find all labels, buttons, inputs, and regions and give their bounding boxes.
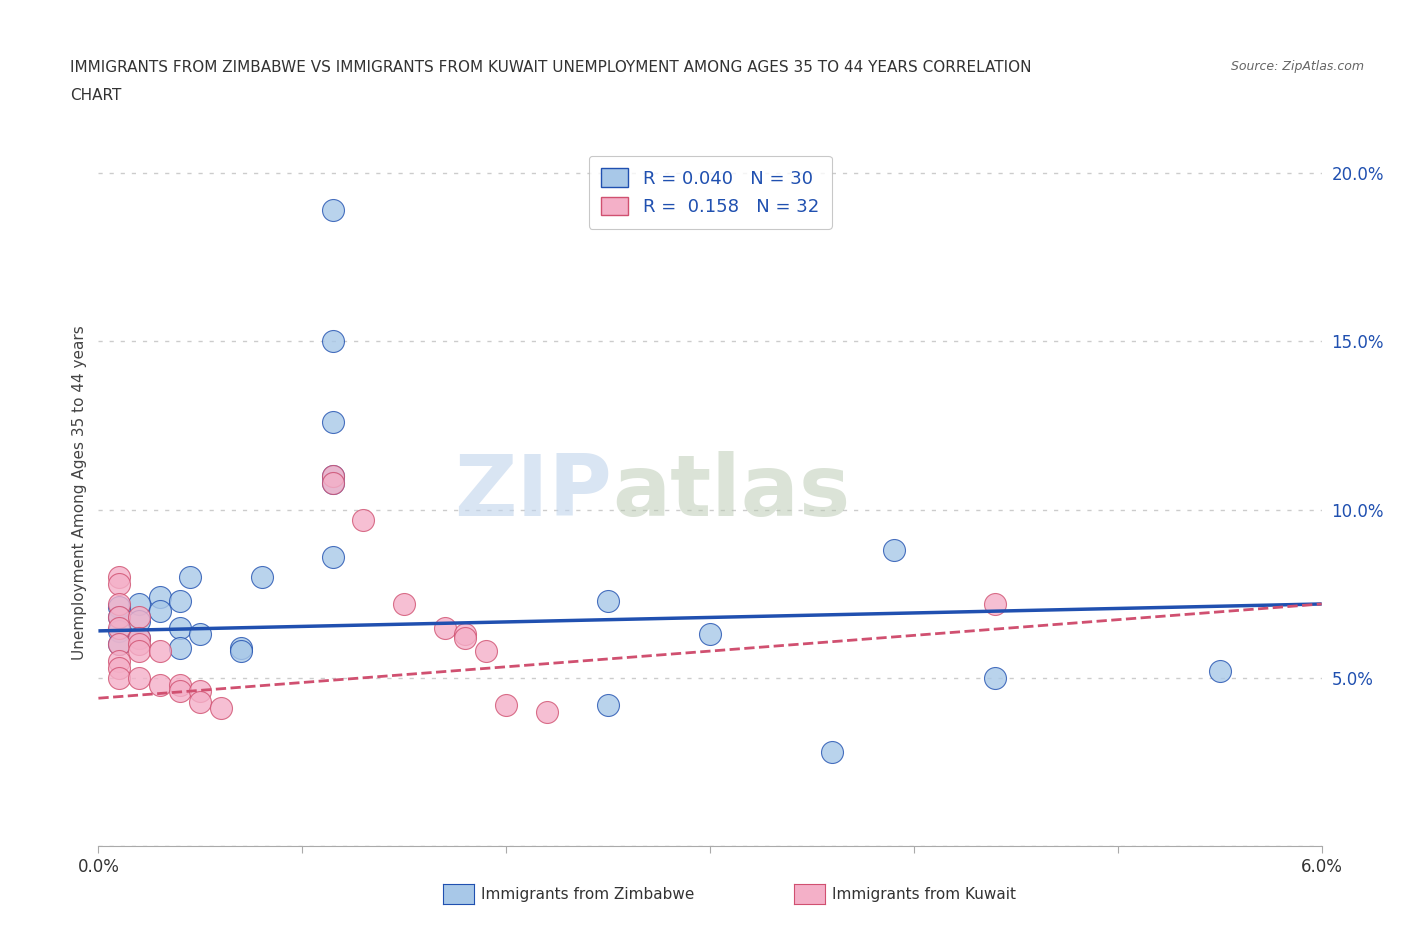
Point	[454, 627, 477, 642]
Point	[108, 671, 131, 685]
Text: Immigrants from Zimbabwe: Immigrants from Zimbabwe	[481, 887, 695, 902]
Point	[128, 614, 150, 629]
Point	[322, 203, 344, 218]
Text: atlas: atlas	[612, 451, 851, 535]
Point	[108, 610, 131, 625]
Point	[322, 469, 344, 484]
Text: CHART: CHART	[70, 88, 122, 103]
Point	[188, 694, 212, 709]
Y-axis label: Unemployment Among Ages 35 to 44 years: Unemployment Among Ages 35 to 44 years	[72, 326, 87, 660]
Point	[322, 469, 344, 484]
Point	[149, 644, 172, 658]
Point	[883, 543, 905, 558]
Point	[322, 415, 344, 430]
Point	[108, 620, 131, 635]
Text: IMMIGRANTS FROM ZIMBABWE VS IMMIGRANTS FROM KUWAIT UNEMPLOYMENT AMONG AGES 35 TO: IMMIGRANTS FROM ZIMBABWE VS IMMIGRANTS F…	[70, 60, 1032, 75]
Point	[322, 475, 344, 490]
Point	[536, 704, 558, 719]
Point	[231, 640, 253, 655]
Point	[474, 644, 498, 658]
Point	[149, 677, 172, 692]
Point	[128, 596, 150, 611]
Text: Immigrants from Kuwait: Immigrants from Kuwait	[832, 887, 1017, 902]
Point	[108, 600, 131, 615]
Point	[699, 627, 721, 642]
Point	[128, 644, 150, 658]
Point	[108, 610, 131, 625]
Point	[108, 569, 131, 584]
Point	[322, 550, 344, 565]
Point	[108, 654, 131, 669]
Point	[984, 671, 1007, 685]
Point	[250, 569, 273, 584]
Point	[128, 631, 150, 645]
Point	[169, 593, 191, 608]
Point	[108, 637, 131, 652]
Point	[169, 677, 191, 692]
Point	[128, 671, 150, 685]
Point	[169, 684, 191, 699]
Point	[209, 701, 232, 716]
Point	[128, 637, 150, 652]
Point	[128, 610, 150, 625]
Point	[108, 577, 131, 591]
Point	[231, 644, 253, 658]
Point	[322, 475, 344, 490]
Point	[821, 745, 844, 760]
Point	[169, 640, 191, 655]
Point	[984, 596, 1007, 611]
Point	[454, 631, 477, 645]
Point	[598, 698, 620, 712]
Point	[149, 590, 172, 604]
Point	[1208, 664, 1232, 679]
Point	[108, 637, 131, 652]
Point	[108, 660, 131, 675]
Point	[108, 623, 131, 638]
Point	[179, 569, 201, 584]
Point	[433, 620, 456, 635]
Point	[188, 627, 212, 642]
Point	[352, 512, 374, 527]
Point	[495, 698, 517, 712]
Point	[149, 604, 172, 618]
Legend: R = 0.040   N = 30, R =  0.158   N = 32: R = 0.040 N = 30, R = 0.158 N = 32	[589, 155, 831, 229]
Point	[128, 631, 150, 645]
Point	[169, 620, 191, 635]
Point	[108, 596, 131, 611]
Point	[598, 593, 620, 608]
Point	[188, 684, 212, 699]
Point	[322, 334, 344, 349]
Text: ZIP: ZIP	[454, 451, 612, 535]
Point	[392, 596, 416, 611]
Text: Source: ZipAtlas.com: Source: ZipAtlas.com	[1230, 60, 1364, 73]
